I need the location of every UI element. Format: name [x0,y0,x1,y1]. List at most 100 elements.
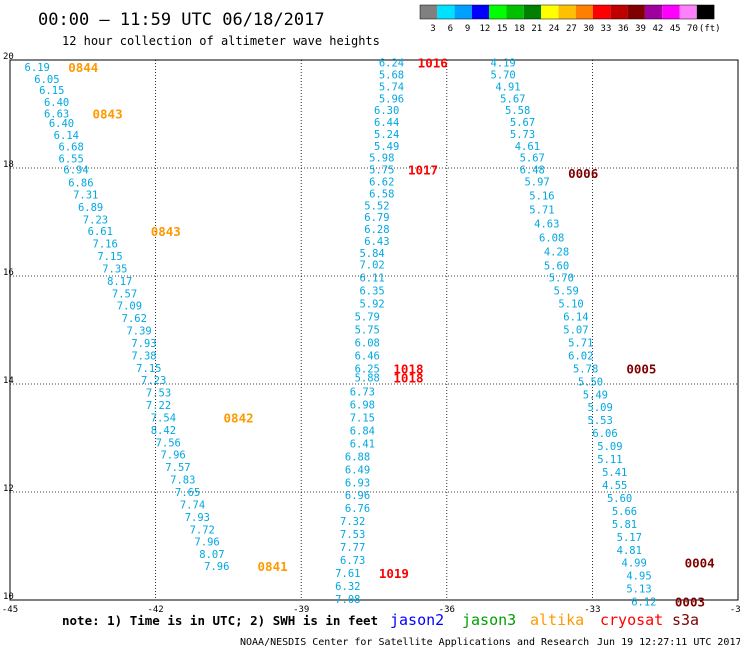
wave-height-value: 7.74 [180,499,205,511]
wave-height-value: 6.84 [350,425,375,437]
observation-time-label: 1019 [379,566,409,581]
wave-height-value: 8.42 [151,425,176,437]
wave-height-value: 5.67 [510,117,535,129]
map-frame [9,59,739,601]
color-scale-swatch [593,5,611,19]
color-scale-swatch [454,5,472,19]
wave-height-value: 5.41 [602,467,627,479]
wave-height-value: 7.02 [359,260,384,272]
wave-height-value: 4.95 [626,571,651,583]
observation-time-label: 0006 [568,166,598,181]
wave-height-value: 6.41 [350,438,375,450]
color-scale-label: 21 [531,24,542,34]
wave-height-value: 6.02 [568,350,593,362]
satellite-label-s3a: s3a [672,611,699,629]
wave-height-value: 5.88 [355,373,380,385]
wave-height-value: 7.15 [97,251,122,263]
observation-time-label: 0843 [151,224,181,239]
wave-height-value: 4.81 [617,545,642,557]
wave-height-value: 6.05 [34,74,59,86]
wave-height-value: 7.15 [136,363,161,375]
wave-height-value: 7.65 [175,487,200,499]
color-scale-swatch [437,5,455,19]
wave-height-value: 6.88 [345,451,370,463]
wave-height-value: 5.92 [359,299,384,311]
wave-height-value: 6.48 [520,165,545,177]
wave-height-value: 7.57 [165,462,190,474]
observation-time-label: 1017 [408,163,438,178]
x-tick-label: -36 [439,605,455,615]
wave-height-value: 5.10 [558,299,583,311]
altimeter-track: 6.196.056.156.406.636.406.146.686.556.94… [25,60,288,574]
color-scale-label: 33 [601,24,612,34]
wave-height-value: 7.77 [340,542,365,554]
wave-height-value: 7.96 [204,561,229,573]
x-tick-label: -30 [730,605,740,615]
wave-height-value: 6.12 [631,597,656,609]
observation-time-label: 1018 [393,361,423,376]
wave-height-value: 6.55 [59,153,84,165]
color-scale-label: 70 [687,24,698,34]
wave-height-value: 7.35 [102,263,127,275]
color-scale-swatch [696,5,715,19]
wave-height-value: 7.83 [170,475,195,487]
wave-height-value: 6.35 [359,286,384,298]
wave-height-value: 5.58 [505,105,530,117]
wave-height-value: 6.94 [63,165,88,177]
wave-height-value: 5.75 [355,324,380,336]
wave-height-value: 5.59 [554,286,579,298]
wave-height-value: 5.13 [626,584,651,596]
wave-height-value: 5.73 [510,129,535,141]
wave-height-value: 5.11 [597,454,622,466]
y-tick-label: 10 [3,592,14,602]
color-scale-label: 42 [652,24,663,34]
wave-height-value: 5.68 [379,70,404,82]
wave-height-value: 4.61 [515,141,540,153]
wave-height-value: 4.63 [534,219,559,231]
wave-height-value: 7.96 [160,450,185,462]
wave-height-value: 6.19 [25,62,50,74]
wave-height-value: 5.71 [568,337,593,349]
wave-height-value: 6.43 [364,236,389,248]
x-tick-label: -33 [584,605,600,615]
color-scale-label: (ft) [699,24,721,34]
wave-height-value: 6.24 [379,58,404,70]
color-scale-swatch [679,5,697,19]
wave-height-value: 6.49 [345,464,370,476]
wave-height-value: 6.14 [54,130,79,142]
wave-height-value: 6.76 [345,503,370,515]
wave-height-value: 6.15 [39,85,64,97]
satellite-label-jason3: jason3 [462,611,516,629]
wave-height-value: 6.86 [68,178,93,190]
satellite-legend: jason2 jason3 altika cryosat s3a [390,611,699,629]
color-scale-label: 45 [670,24,681,34]
wave-height-value: 5.97 [524,177,549,189]
wave-height-value: 7.93 [185,512,210,524]
wave-height-value: 5.09 [597,441,622,453]
wave-height-value: 6.61 [88,226,113,238]
wave-height-value: 8.07 [199,549,224,561]
altimeter-track: 4.195.704.915.675.585.675.734.615.676.48… [490,58,714,610]
wave-height-value: 5.84 [359,248,384,260]
wave-height-value: 7.16 [93,239,118,251]
wave-height-value: 5.71 [529,205,554,217]
wave-height-value: 6.98 [350,400,375,412]
wave-height-value: 5.60 [607,493,632,505]
wave-height-value: 5.50 [578,376,603,388]
footer-note: note: 1) Time is in UTC; 2) SWH is in fe… [62,613,378,628]
y-tick-label: 14 [3,376,14,386]
x-tick-label: -39 [293,605,309,615]
color-scale-border [419,4,715,20]
wave-height-value: 6.44 [374,117,399,129]
wave-height-value: 5.70 [490,70,515,82]
wave-height-value: 4.55 [602,480,627,492]
wave-height-value: 7.56 [156,437,181,449]
observation-time-label: 0005 [626,361,656,376]
observation-time-label: 1018 [393,371,423,386]
wave-height-value: 7.23 [141,375,166,387]
wave-height-value: 7.08 [335,594,360,606]
satellite-label-jason2: jason2 [390,611,444,629]
observation-time-label: 0843 [93,106,123,121]
wave-height-value: 8.17 [107,276,132,288]
